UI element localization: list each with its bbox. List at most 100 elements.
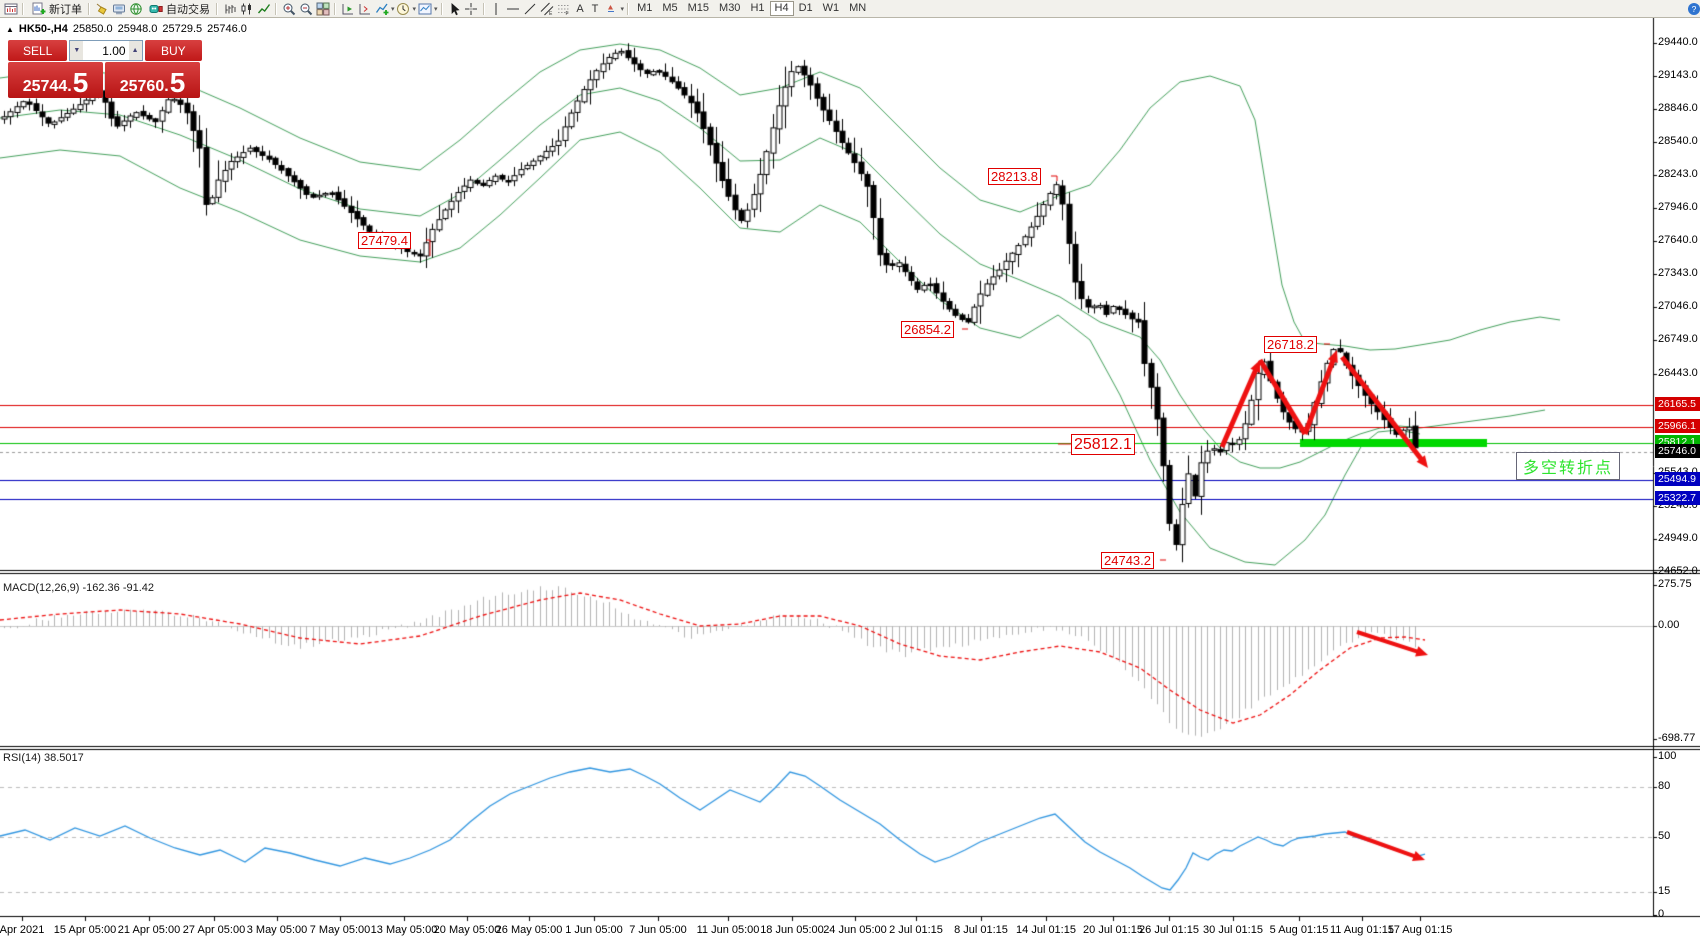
price-level-label: 25322.7 <box>1655 491 1700 505</box>
date-label: 13 May 05:00 <box>370 924 438 936</box>
cursor-icon[interactable] <box>446 1 463 16</box>
macd-pane-label: MACD(12,26,9) -162.36 -91.42 <box>3 582 155 594</box>
fibonacci-tool-icon[interactable]: F <box>556 1 573 16</box>
toolbar: 新订单 自动交易 ▾ ▾ ▾ E F A T ▾ M1 M5 M15 M30 H1 H4 D… <box>0 0 1700 18</box>
timeframe-M1[interactable]: M1 <box>637 2 653 14</box>
help-icon[interactable]: ? <box>1685 1 1700 16</box>
date-label: Apr 2021 <box>0 924 45 936</box>
date-label: 21 Apr 05:00 <box>117 924 181 936</box>
trendline-tool-icon[interactable] <box>522 1 539 16</box>
rsi-axis-tick: 100 <box>1658 750 1677 762</box>
candlestick-chart-icon[interactable] <box>238 1 255 16</box>
channel-tool-icon[interactable]: E <box>539 1 556 16</box>
vertical-line-tool-icon[interactable] <box>488 1 505 16</box>
crosshair-icon[interactable] <box>463 1 480 16</box>
ohlc-open: 25850.0 <box>72 23 113 35</box>
timeframe-D1[interactable]: D1 <box>798 2 813 14</box>
text-tool-icon[interactable]: A <box>576 2 584 15</box>
price-callout-label: 27479.4 <box>358 232 411 249</box>
price-callout-label: 25812.1 <box>1071 434 1135 455</box>
date-label: 30 Jul 01:15 <box>1203 924 1263 936</box>
buy-button[interactable]: BUY <box>144 40 202 61</box>
toolbar-separator <box>216 2 218 15</box>
zoom-in-icon[interactable] <box>280 1 297 16</box>
ohlc-high: 25948.0 <box>117 23 158 35</box>
price-axis-tick: 27946.0 <box>1658 201 1698 213</box>
buy-price-main: 25760 <box>119 78 165 95</box>
annotation-note-box: 多空转折点 <box>1516 452 1621 480</box>
macd-axis-tick: 275.75 <box>1658 578 1692 590</box>
broom-icon[interactable] <box>93 1 110 16</box>
label-tool-icon[interactable]: T <box>591 2 599 15</box>
price-axis-tick: 28846.0 <box>1658 102 1698 114</box>
price-axis-tick: 24949.0 <box>1658 532 1698 544</box>
timeframe-MN[interactable]: MN <box>849 2 867 14</box>
buy-price[interactable]: 25760 . 5 <box>105 62 200 98</box>
timeframe-M5[interactable]: M5 <box>662 2 678 14</box>
auto-scroll-icon[interactable] <box>339 1 356 16</box>
timeframe-M15[interactable]: M15 <box>687 2 710 14</box>
horizontal-line-tool-icon[interactable] <box>505 1 522 16</box>
chevron-down-icon[interactable]: ▾ <box>620 5 625 13</box>
indicators-add-icon[interactable] <box>373 1 390 16</box>
macd-axis-tick: -698.77 <box>1658 732 1696 744</box>
svg-text:E: E <box>549 11 553 16</box>
timeframe-H1[interactable]: H1 <box>750 2 765 14</box>
timeframe-H4[interactable]: H4 <box>769 1 794 16</box>
price-axis-tick: 28243.0 <box>1658 168 1698 180</box>
volume-value[interactable]: 1.00 <box>102 43 126 58</box>
price-axis-tick: 24652.0 <box>1658 565 1698 577</box>
date-label: 14 Jul 01:15 <box>1016 924 1076 936</box>
svg-text:F: F <box>566 11 569 16</box>
templates-icon[interactable] <box>416 1 433 16</box>
chevron-down-icon[interactable]: ▾ <box>434 5 438 13</box>
line-chart-icon[interactable] <box>255 1 272 16</box>
date-label: 8 Jul 01:15 <box>954 924 1008 936</box>
date-label: 24 Jun 05:00 <box>823 924 887 936</box>
timeframe-bar: M1 M5 M15 M30 H1 H4 D1 W1 MN <box>632 1 871 16</box>
new-order-button[interactable]: 新订单 <box>27 1 85 16</box>
date-label: 20 Jul 01:15 <box>1083 924 1143 936</box>
auto-trading-button[interactable]: 自动交易 <box>144 1 213 16</box>
date-label: 27 Apr 05:00 <box>182 924 246 936</box>
tile-windows-icon[interactable] <box>314 1 331 16</box>
price-axis-tick: 26443.0 <box>1658 367 1698 379</box>
date-label: 7 May 05:00 <box>309 924 371 936</box>
bar-chart-icon[interactable] <box>221 1 238 16</box>
sell-button[interactable]: SELL <box>8 40 68 61</box>
sell-price[interactable]: 25744 . 5 <box>8 62 103 98</box>
volume-stepper[interactable]: ▼ 1.00 ▲ <box>69 40 143 61</box>
price-level-label: 25966.1 <box>1655 419 1700 433</box>
date-label: 26 May 05:00 <box>495 924 563 936</box>
date-label: 7 Jun 05:00 <box>629 924 687 936</box>
chart-shift-icon[interactable] <box>356 1 373 16</box>
timeframe-W1[interactable]: W1 <box>822 2 840 14</box>
timeframe-M30[interactable]: M30 <box>719 2 741 14</box>
date-label: 26 Jul 01:15 <box>1139 924 1199 936</box>
volume-decrement-button[interactable]: ▼ <box>70 41 84 60</box>
periods-clock-icon[interactable] <box>395 1 412 16</box>
price-callout-label: 24743.2 <box>1101 552 1154 569</box>
price-callout-label: 28213.8 <box>988 168 1041 185</box>
chevron-down-icon[interactable]: ▾ <box>391 5 395 13</box>
price-axis-tick: 27640.0 <box>1658 234 1698 246</box>
toolbar-separator <box>440 2 443 15</box>
date-label: 5 Aug 01:15 <box>1269 924 1329 936</box>
toolbar-separator <box>88 2 90 15</box>
toolbar-separator <box>482 2 485 15</box>
zoom-out-icon[interactable] <box>297 1 314 16</box>
date-label: 1 Jun 05:00 <box>565 924 623 936</box>
expand-icon[interactable]: ▲ <box>6 24 14 34</box>
volume-increment-button[interactable]: ▲ <box>128 41 142 60</box>
date-label: 18 Jun 05:00 <box>760 924 824 936</box>
chevron-down-icon[interactable]: ▾ <box>412 5 417 13</box>
price-callout-label: 26854.2 <box>901 321 954 338</box>
toolbar-separator <box>22 2 24 15</box>
rsi-axis-tick: 50 <box>1658 830 1671 842</box>
chart-window-icon[interactable] <box>2 1 19 16</box>
shapes-tool-icon[interactable] <box>603 1 620 16</box>
news-globe-icon[interactable] <box>127 1 144 16</box>
price-axis-tick: 27343.0 <box>1658 267 1698 279</box>
terminal-icon[interactable] <box>110 1 127 16</box>
